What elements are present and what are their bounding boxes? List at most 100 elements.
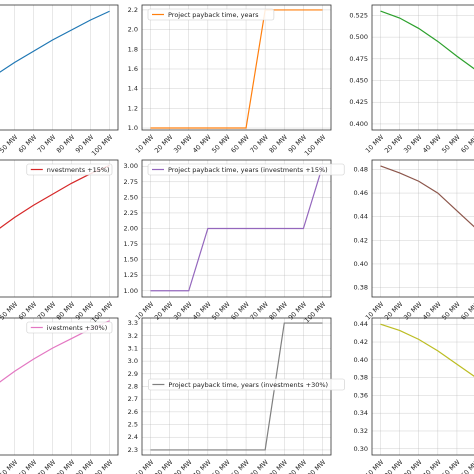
legend-label: Project payback time, years (investments… bbox=[168, 166, 328, 174]
y-tick-label: 2.3 bbox=[128, 446, 138, 454]
x-tick-label: 100 MW bbox=[303, 133, 328, 158]
y-tick-label: 0.34 bbox=[354, 409, 368, 417]
x-tick-label: 70 MW bbox=[36, 458, 58, 474]
x-tick-label: 10 MW bbox=[364, 458, 386, 474]
legend: ivestments +30%) bbox=[26, 321, 113, 334]
x-tick-label: 100 MW bbox=[303, 300, 328, 325]
x-tick-label: 40 MW bbox=[421, 458, 443, 474]
y-tick-label: 1.2 bbox=[128, 104, 138, 112]
x-tick-label: 60 MW bbox=[17, 133, 39, 155]
legend: Project payback time, years (investments… bbox=[147, 163, 345, 176]
x-tick-label: 50 MW bbox=[0, 133, 20, 155]
y-tick-label: 0.42 bbox=[354, 236, 368, 244]
x-tick-label: 50 MW bbox=[440, 133, 462, 155]
y-tick-label: 0.46 bbox=[354, 189, 368, 197]
y-tick-label: 3.3 bbox=[128, 319, 138, 327]
axes-frame bbox=[371, 159, 474, 298]
subplot: 2.3 2.4 2.5 2.6 2.7 2.8 2.9 3.0 3.1 3.2 3.3 10 MW20… bbox=[128, 317, 345, 474]
legend-box bbox=[26, 163, 113, 176]
data-line bbox=[380, 323, 474, 377]
y-tick-label: 0.500 bbox=[349, 33, 368, 41]
x-tick-label: 10 MW bbox=[134, 458, 156, 474]
y-tick-label: 0.525 bbox=[349, 11, 368, 19]
x-tick-label: 20 MW bbox=[383, 458, 405, 474]
x-tick-label: 80 MW bbox=[55, 458, 77, 474]
x-tick-label: 40 MW bbox=[191, 458, 213, 474]
y-tick-label: 0.30 bbox=[354, 445, 368, 453]
y-tick-label: 0.48 bbox=[354, 165, 368, 173]
x-tick-label: 100 MW bbox=[90, 133, 115, 158]
axes-frame bbox=[0, 4, 119, 131]
y-tick-label: 3.00 bbox=[124, 162, 138, 170]
x-tick-label: 100 MW bbox=[90, 300, 115, 325]
x-tick-label: 100 MW bbox=[303, 458, 328, 474]
x-tick-label: 80 MW bbox=[268, 458, 290, 474]
data-line bbox=[150, 166, 324, 292]
subplot: 0.30 0.32 0.34 0.36 0.38 0.40 0.42 0.44 10 MW20 … bbox=[354, 317, 474, 474]
legend-box bbox=[26, 321, 113, 334]
y-tick-label: 0.40 bbox=[354, 260, 368, 268]
y-tick-label: 0.38 bbox=[354, 284, 368, 292]
y-tick-label: 0.475 bbox=[349, 55, 368, 63]
y-tick-label: 1.8 bbox=[128, 45, 138, 53]
x-tick-label: 70 MW bbox=[249, 458, 271, 474]
x-tick-label: 60 MW bbox=[229, 133, 251, 155]
y-tick-label: 2.4 bbox=[128, 433, 138, 441]
legend-label: Project payback time, years bbox=[168, 11, 259, 19]
y-tick-label: 2.7 bbox=[128, 395, 138, 403]
y-tick-label: 2.9 bbox=[128, 370, 138, 378]
x-tick-label: 10 MW bbox=[134, 133, 156, 155]
data-line bbox=[0, 320, 110, 383]
axes-frame bbox=[0, 317, 119, 456]
legend-box bbox=[147, 163, 345, 176]
x-tick-label: 40 MW bbox=[191, 133, 213, 155]
x-tick-label: 30 MW bbox=[402, 458, 424, 474]
x-tick-label: 60 MW bbox=[229, 458, 251, 474]
y-tick-label: 1.75 bbox=[124, 240, 138, 248]
y-tick-label: 0.36 bbox=[354, 391, 368, 399]
y-tick-label: 1.50 bbox=[124, 256, 138, 264]
x-tick-label: 100 MW bbox=[90, 458, 115, 474]
x-tick-label: 50 MW bbox=[0, 458, 20, 474]
y-tick-label: 0.425 bbox=[349, 98, 368, 106]
data-line bbox=[380, 10, 474, 70]
y-tick-label: 1.0 bbox=[128, 124, 138, 132]
y-tick-label: 0.44 bbox=[354, 213, 368, 221]
y-tick-label: 2.5 bbox=[128, 421, 138, 429]
axes-frame bbox=[0, 159, 119, 298]
y-tick-label: 3.1 bbox=[128, 344, 138, 352]
y-tick-label: 2.2 bbox=[128, 6, 138, 14]
x-tick-label: 40 MW bbox=[421, 133, 443, 155]
x-tick-label: 30 MW bbox=[172, 458, 194, 474]
data-line bbox=[150, 9, 323, 129]
y-tick-label: 2.25 bbox=[124, 209, 138, 217]
x-tick-label: 90 MW bbox=[74, 458, 96, 474]
y-tick-label: 3.0 bbox=[128, 357, 138, 365]
y-tick-label: 2.6 bbox=[128, 408, 138, 416]
data-line bbox=[0, 164, 110, 229]
x-tick-label: 80 MW bbox=[268, 133, 290, 155]
legend-box bbox=[147, 8, 275, 21]
x-tick-label: 10 MW bbox=[364, 133, 386, 155]
y-tick-label: 0.40 bbox=[354, 356, 368, 364]
legend-label: ivestments +30%) bbox=[47, 324, 107, 332]
y-tick-label: 0.42 bbox=[354, 338, 368, 346]
y-tick-label: 0.32 bbox=[354, 427, 368, 435]
x-tick-label: 30 MW bbox=[172, 133, 194, 155]
x-tick-label: 60 MW bbox=[459, 133, 474, 155]
y-tick-label: 1.00 bbox=[124, 287, 138, 295]
y-tick-label: 0.44 bbox=[354, 320, 368, 328]
legend-box bbox=[148, 378, 345, 391]
legend: nvestments +15%) bbox=[26, 163, 113, 176]
x-tick-label: 70 MW bbox=[36, 133, 58, 155]
legend-label: Project payback time, years (investments… bbox=[168, 381, 328, 389]
x-tick-label: 60 MW bbox=[459, 458, 474, 474]
data-line bbox=[150, 322, 323, 451]
y-tick-label: 1.25 bbox=[124, 271, 138, 279]
axes-frame bbox=[371, 4, 474, 131]
